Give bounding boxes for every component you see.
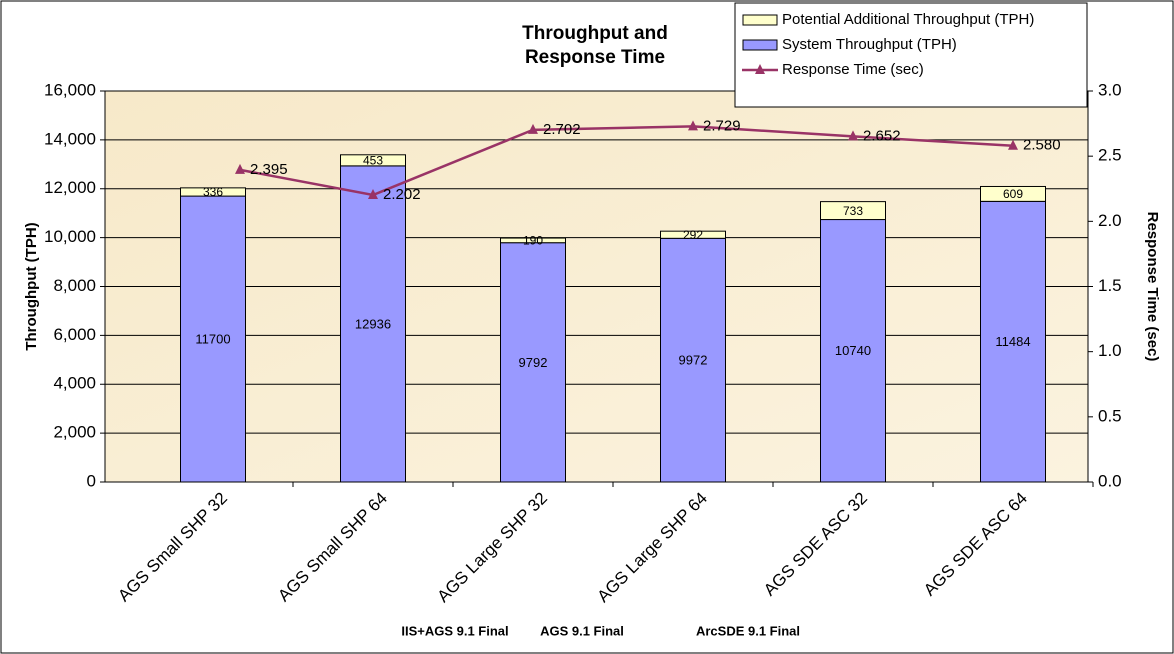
y-tick-label: 16,000 <box>44 80 96 99</box>
bar-value-label: 733 <box>843 204 863 218</box>
bar-value-label: 11700 <box>195 331 230 346</box>
annotation: ArcSDE 9.1 Final <box>696 623 800 638</box>
legend <box>734 2 1088 108</box>
y-tick-label: 12,000 <box>44 178 96 197</box>
legend-swatch <box>742 14 778 26</box>
bar <box>180 195 246 483</box>
legend-label: Potential Additional Throughput (TPH) <box>782 11 1034 28</box>
bar-value-label: 11484 <box>995 334 1030 349</box>
y2-tick-label: 1.0 <box>1098 341 1122 360</box>
line-value-label: 2.652 <box>863 127 901 144</box>
legend-marker <box>755 64 765 74</box>
line-marker <box>1008 139 1018 150</box>
bar <box>660 237 726 483</box>
annotation: AGS 9.1 Final <box>540 623 624 638</box>
bar <box>500 237 566 244</box>
y2-tick-label: 2.5 <box>1098 146 1122 165</box>
y-tick-label: 14,000 <box>44 129 96 148</box>
y-tick-label: 2,000 <box>53 423 96 442</box>
bar <box>820 219 886 483</box>
bar-value-label: 10740 <box>835 343 871 358</box>
y2-axis-label: Response Time (sec) <box>1144 212 1161 362</box>
line-marker <box>235 163 245 174</box>
line-marker <box>688 120 698 131</box>
legend-label: System Throughput (TPH) <box>782 36 957 53</box>
bar-value-label: 609 <box>1003 187 1023 201</box>
bar-value-label: 336 <box>203 185 223 199</box>
y2-tick-label: 2.0 <box>1098 211 1122 230</box>
bar <box>980 200 1046 483</box>
annotation: IIS+AGS 9.1 Final <box>401 623 508 638</box>
bar-value-label: 9792 <box>519 355 548 370</box>
line-value-label: 2.202 <box>383 186 421 203</box>
line-marker <box>368 189 378 200</box>
bar <box>820 201 886 221</box>
y-tick-label: 10,000 <box>44 227 96 246</box>
legend-label: Response Time (sec) <box>782 61 924 78</box>
chart-title: Throughput and Response Time <box>522 23 668 68</box>
bar <box>340 154 406 167</box>
y2-tick-label: 0.0 <box>1098 471 1122 490</box>
bar-value-label: 12936 <box>355 316 391 331</box>
bar-value-label: 292 <box>683 228 703 242</box>
line <box>239 125 1014 197</box>
line-value-label: 2.395 <box>250 161 288 178</box>
line-value-label: 2.702 <box>543 121 581 138</box>
y-tick-label: 8,000 <box>53 276 96 295</box>
line-marker <box>848 130 858 141</box>
bar-value-label: 9972 <box>679 353 708 368</box>
y2-tick-label: 1.5 <box>1098 276 1122 295</box>
y2-tick-label: 0.5 <box>1098 406 1122 425</box>
y-axis-label: Throughput (TPH) <box>23 222 40 350</box>
legend-swatch <box>742 39 778 51</box>
bar-value-label: 453 <box>363 154 383 168</box>
y2-tick-label: 3.0 <box>1098 80 1122 99</box>
y-tick-label: 6,000 <box>53 325 96 344</box>
line-marker <box>528 123 538 134</box>
y-tick-label: 4,000 <box>53 374 96 393</box>
y-tick-label: 0 <box>87 471 96 490</box>
bar <box>180 187 246 197</box>
bar-value-label: 190 <box>523 234 543 248</box>
bar <box>980 185 1046 202</box>
bar <box>660 230 726 239</box>
line-value-label: 2.580 <box>1023 137 1061 154</box>
line-value-label: 2.729 <box>703 117 741 134</box>
